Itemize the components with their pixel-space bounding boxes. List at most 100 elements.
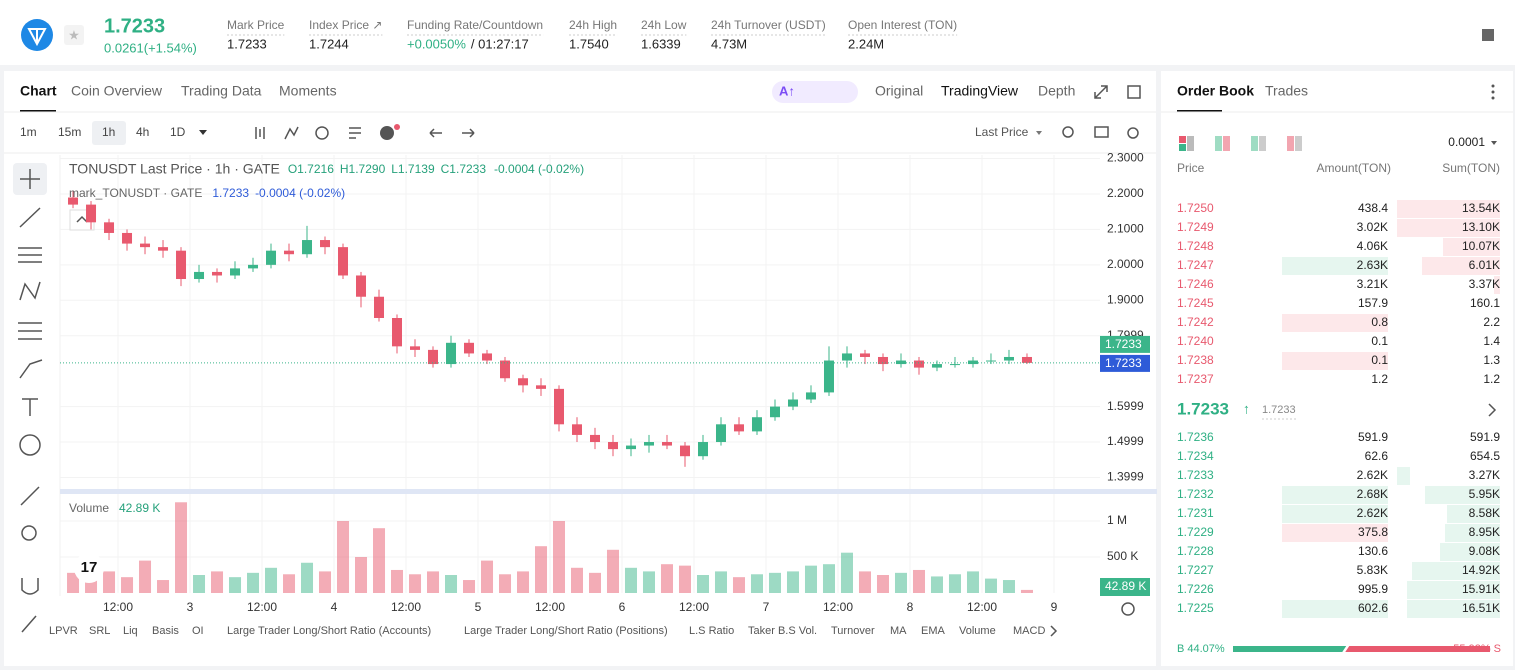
candle-body — [913, 360, 924, 368]
magnet-tool[interactable] — [21, 578, 39, 595]
row-price[interactable]: 1.7231 — [1177, 506, 1214, 520]
mid-chevron[interactable] — [1488, 403, 1497, 417]
indicator[interactable]: Volume — [959, 625, 996, 637]
template-icon[interactable] — [349, 127, 361, 139]
scroll-right[interactable] — [1050, 625, 1058, 637]
indicator[interactable]: Basis — [152, 625, 179, 637]
settings-icon[interactable] — [1121, 602, 1135, 616]
indicator[interactable]: LPVR — [49, 625, 78, 637]
crosshair-tool[interactable] — [20, 169, 40, 189]
interval[interactable]: 1h — [102, 125, 115, 139]
interval[interactable]: 15m — [58, 125, 81, 139]
stat-label: 24h Low — [641, 18, 687, 32]
row-price[interactable]: 1.7249 — [1177, 220, 1214, 234]
line-tool[interactable] — [19, 207, 41, 228]
row-price[interactable]: 1.7234 — [1177, 449, 1214, 463]
indicator[interactable]: Large Trader Long/Short Ratio (Accounts) — [227, 625, 431, 637]
candles-icon[interactable] — [255, 127, 265, 139]
favorite-button[interactable] — [64, 25, 84, 45]
volume-bar — [588, 572, 601, 593]
chart-tab[interactable]: Coin Overview — [71, 83, 163, 99]
emoji-tool[interactable] — [19, 434, 41, 456]
row-price[interactable]: 1.7238 — [1177, 353, 1214, 367]
view-tab[interactable]: Depth — [1038, 83, 1075, 99]
indicator[interactable]: L.S Ratio — [689, 625, 734, 637]
precision[interactable]: 0.0001 — [1448, 135, 1485, 149]
interval[interactable]: 1m — [20, 125, 37, 139]
menu-dot[interactable] — [1491, 96, 1495, 100]
row-sum: 9.08K — [1469, 544, 1500, 558]
window-icon[interactable] — [1127, 85, 1141, 99]
indicator[interactable]: Turnover — [831, 625, 875, 637]
pattern-tool[interactable] — [19, 281, 41, 301]
view-icon[interactable] — [1215, 136, 1222, 151]
indicator[interactable]: OI — [192, 625, 204, 637]
indicator[interactable]: SRL — [89, 625, 110, 637]
view-tab[interactable]: TradingView — [941, 83, 1019, 99]
row-price[interactable]: 1.7242 — [1177, 315, 1214, 329]
row-price[interactable]: 1.7247 — [1177, 258, 1214, 272]
view-icon[interactable] — [1179, 136, 1186, 143]
row-price[interactable]: 1.7246 — [1177, 277, 1214, 291]
fib-tool[interactable] — [18, 322, 42, 340]
view-tab[interactable]: Original — [875, 83, 923, 99]
row-price[interactable]: 1.7225 — [1177, 601, 1214, 615]
row-price[interactable]: 1.7233 — [1177, 468, 1214, 482]
chart-tab[interactable]: Trading Data — [181, 83, 262, 99]
row-price[interactable]: 1.7226 — [1177, 582, 1214, 596]
book-icon[interactable] — [1482, 29, 1494, 41]
interval[interactable]: 4h — [136, 125, 149, 139]
indicator[interactable]: Large Trader Long/Short Ratio (Positions… — [464, 625, 668, 637]
view-icon[interactable] — [1251, 136, 1258, 151]
brush-tool[interactable] — [19, 359, 43, 379]
book-tab[interactable]: Order Book — [1177, 83, 1254, 99]
chart-tab[interactable]: Chart — [20, 83, 57, 99]
ruler-tool[interactable] — [20, 486, 40, 506]
interval[interactable]: 1D — [170, 125, 186, 139]
zoom-tool[interactable] — [21, 525, 37, 541]
indicator[interactable]: Liq — [123, 625, 138, 637]
candle-body — [877, 356, 888, 365]
search-icon[interactable] — [1062, 126, 1074, 138]
indicator-icon[interactable] — [284, 126, 299, 140]
redo-icon[interactable] — [462, 128, 475, 138]
row-price[interactable]: 1.7228 — [1177, 544, 1214, 558]
row-price[interactable]: 1.7250 — [1177, 201, 1214, 215]
chart-tab[interactable]: Moments — [279, 83, 337, 99]
volume-bar — [1002, 580, 1015, 593]
volume-badge — [1100, 578, 1150, 596]
dropdown-arrow[interactable] — [199, 130, 207, 135]
row-price[interactable]: 1.7237 — [1177, 372, 1214, 386]
interval-active — [92, 121, 126, 145]
indicator[interactable]: EMA — [921, 625, 946, 637]
pencil-tool[interactable] — [21, 615, 37, 633]
row-price[interactable]: 1.7229 — [1177, 525, 1214, 539]
strategy-pill[interactable] — [772, 81, 858, 103]
row-price[interactable]: 1.7248 — [1177, 239, 1214, 253]
row-price[interactable]: 1.7245 — [1177, 296, 1214, 310]
expand-icon[interactable] — [1094, 85, 1108, 99]
view-icon[interactable] — [1287, 136, 1294, 151]
menu-dot[interactable] — [1491, 90, 1495, 94]
price-type[interactable]: Last Price — [975, 125, 1029, 139]
dropdown-arrow[interactable] — [1491, 141, 1497, 145]
dropdown-arrow[interactable] — [1036, 131, 1042, 135]
row-price[interactable]: 1.7227 — [1177, 563, 1214, 577]
add-icon[interactable] — [380, 126, 394, 140]
channel-tool[interactable] — [18, 247, 42, 263]
indicator[interactable]: MACD — [1013, 625, 1045, 637]
undo-icon[interactable] — [429, 128, 442, 138]
book-tab[interactable]: Trades — [1265, 83, 1308, 99]
indicator[interactable]: Taker B.S Vol. — [748, 625, 817, 637]
settings-icon[interactable] — [1127, 127, 1139, 139]
camera-icon[interactable] — [1094, 126, 1109, 138]
row-price[interactable]: 1.7240 — [1177, 334, 1214, 348]
menu-dot[interactable] — [1491, 84, 1495, 88]
indicator[interactable]: MA — [890, 625, 907, 637]
text-tool[interactable] — [22, 398, 38, 416]
row-price[interactable]: 1.7236 — [1177, 430, 1214, 444]
view-icon — [1295, 136, 1302, 151]
candle-body — [554, 388, 565, 425]
replay-icon[interactable] — [315, 126, 329, 140]
row-price[interactable]: 1.7232 — [1177, 487, 1214, 501]
